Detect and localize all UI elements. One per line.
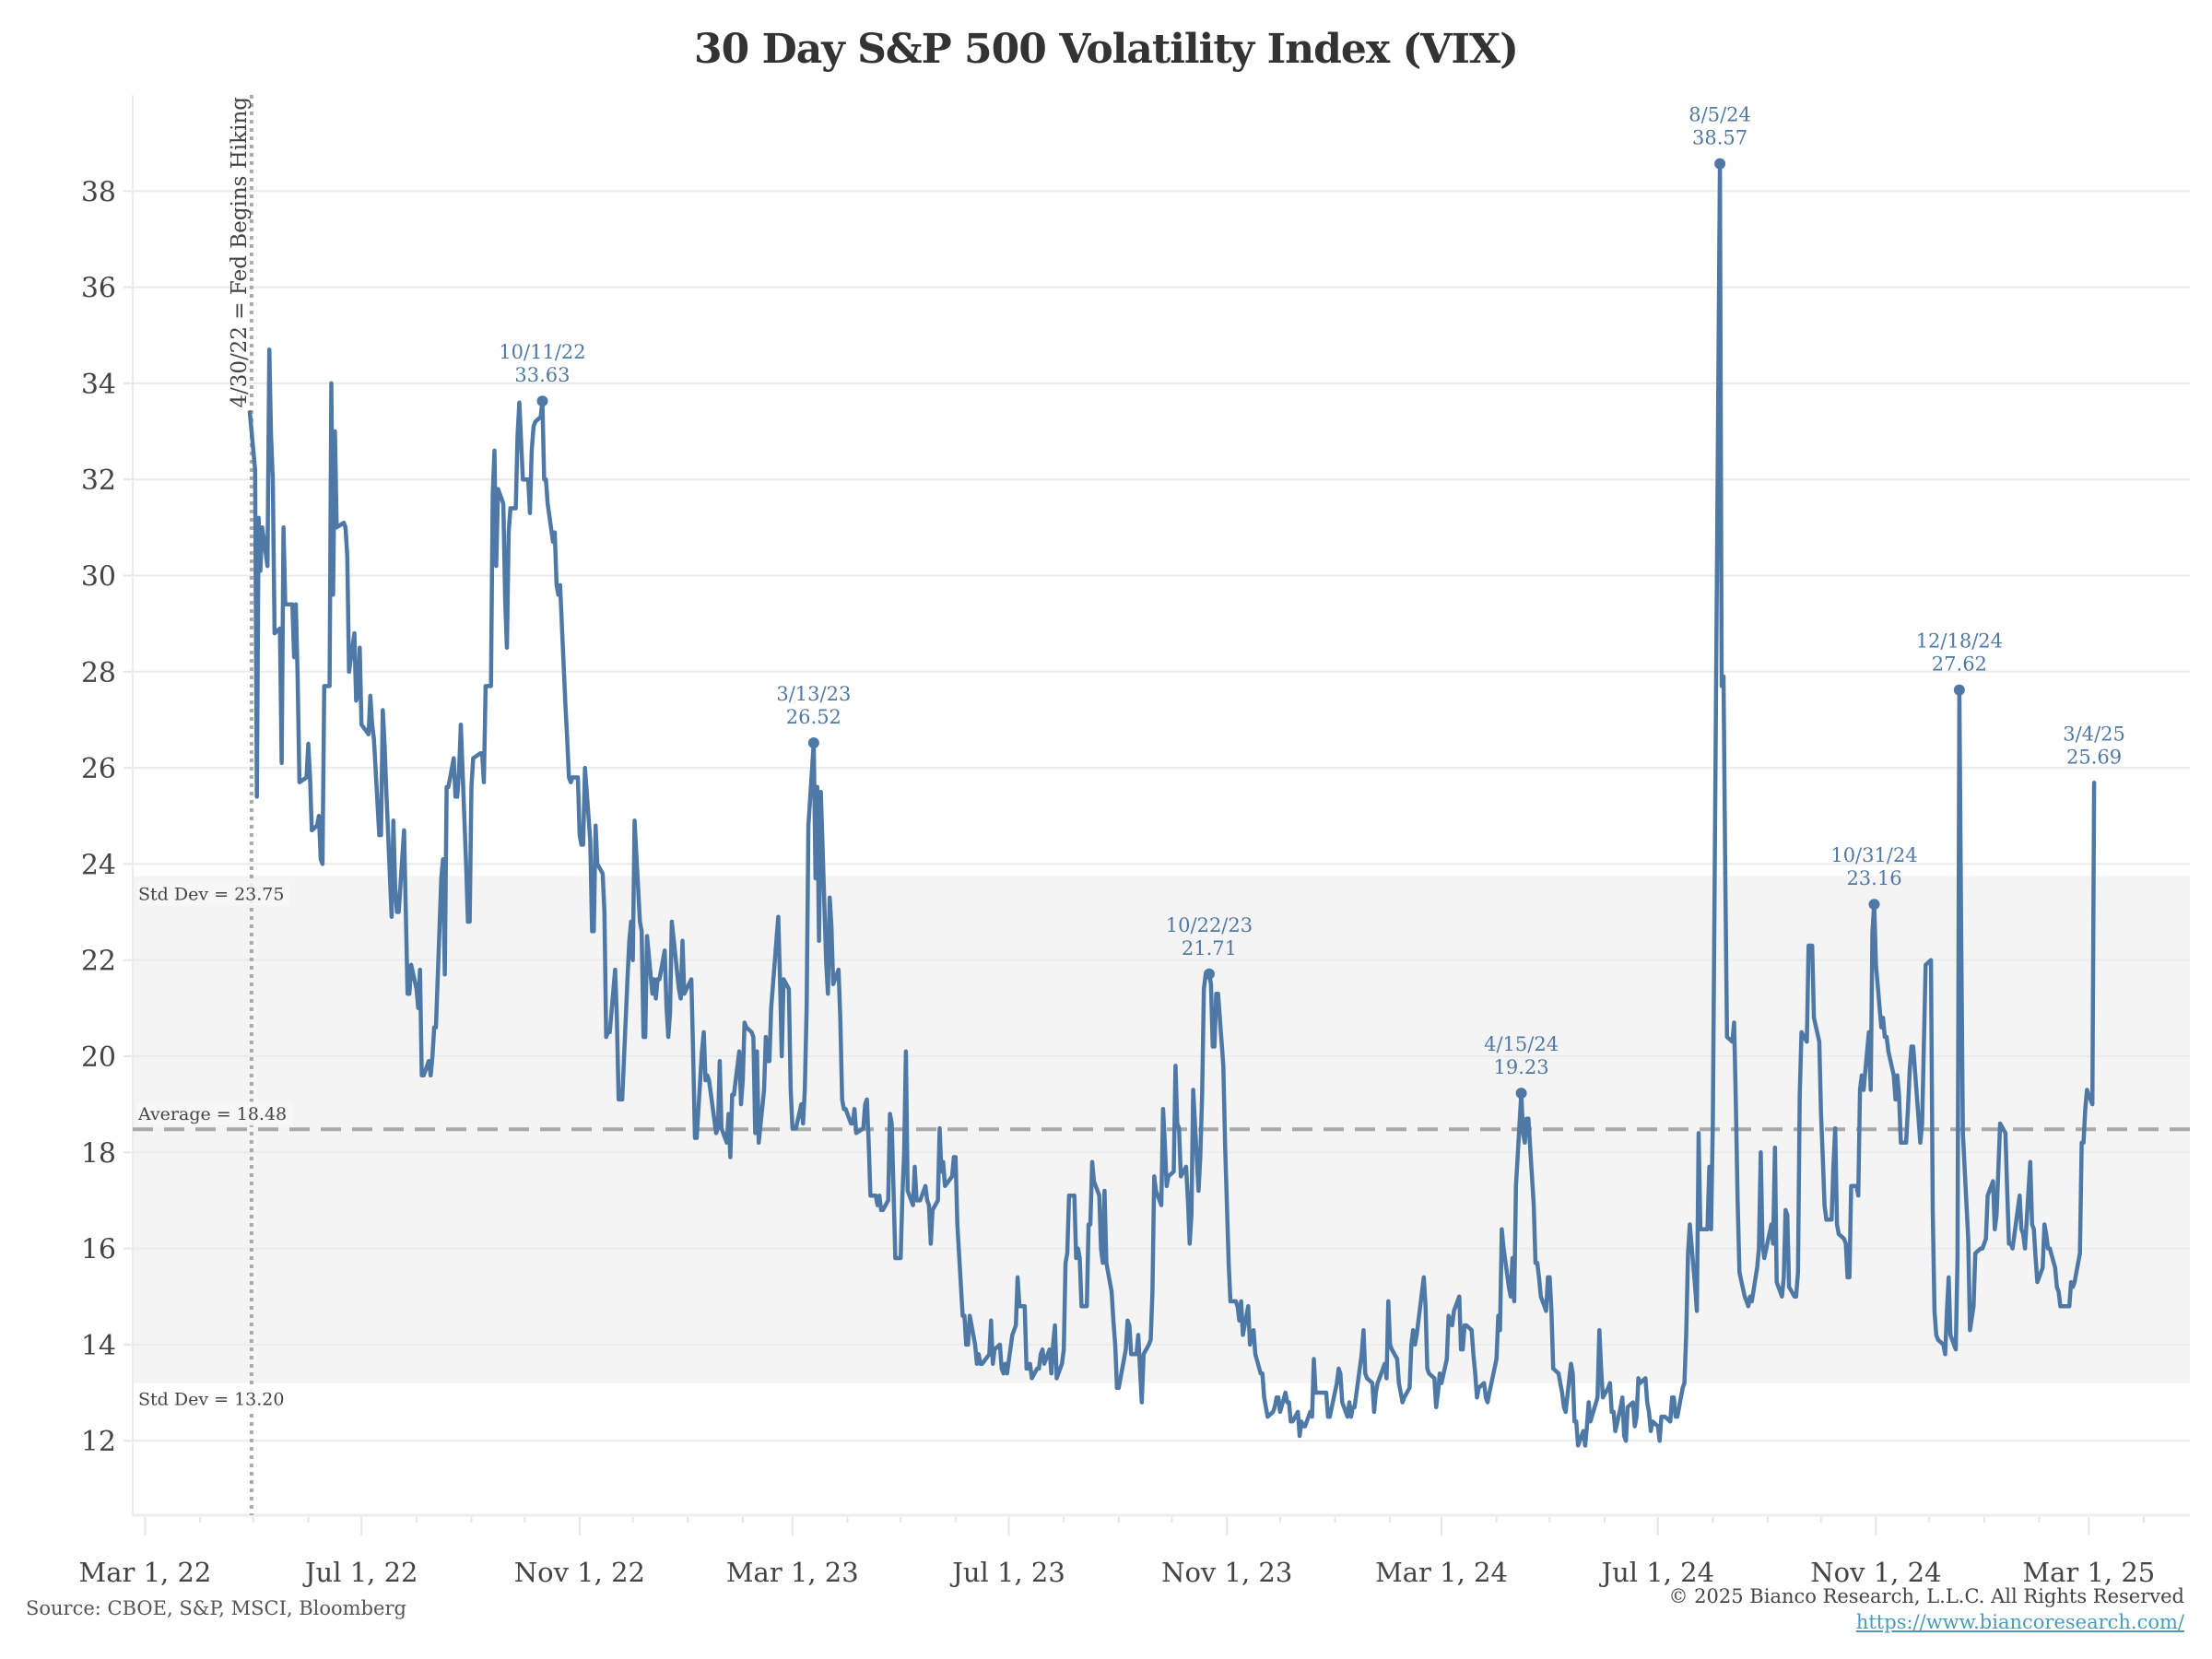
y-tick-label: 20: [81, 1041, 116, 1074]
annotation-marker: [536, 395, 548, 407]
annotation-marker: [807, 736, 819, 748]
annotation-value-label: 23.16: [1846, 867, 1901, 889]
y-tick-label: 32: [81, 465, 116, 497]
y-tick-label: 22: [81, 946, 116, 978]
annotation-value-label: 27.62: [1932, 653, 1987, 676]
annotation-marker: [1203, 968, 1215, 980]
axes: 12 14 16 18 20 22 24 26 28 30 32 34 36 38 Mar 1, 22 Jul…: [79, 95, 2190, 1588]
x-tick-label: Mar 1, 22: [79, 1557, 212, 1588]
series-line-vix: [247, 161, 2097, 1448]
x-tick-label: Nov 1, 24: [1810, 1557, 1941, 1588]
y-tick-label: 30: [81, 560, 116, 593]
annotation-value-label: 25.69: [2066, 746, 2122, 768]
y-tick-label: 36: [81, 273, 116, 305]
annotation-value-label: 26.52: [786, 706, 841, 728]
y-tick-label: 28: [81, 657, 116, 689]
y-tick-label: 38: [81, 176, 116, 208]
y-tick-label: 34: [81, 369, 116, 401]
reference-label-average: Average = 18.48: [137, 1104, 287, 1124]
annotation-date-label: 3/13/23: [776, 683, 851, 705]
chart-title: 30 Day S&P 500 Volatility Index (VIX): [694, 26, 1519, 73]
annotation-date-label: 10/31/24: [1830, 844, 1917, 866]
annotation-date-label: 4/15/24: [1484, 1033, 1559, 1055]
y-tick-label: 14: [81, 1330, 116, 1362]
annotation-marker: [1868, 899, 1880, 911]
x-tick-label: Nov 1, 22: [514, 1557, 645, 1588]
reference-label-band-lower: Std Dev = 13.20: [138, 1390, 284, 1410]
annotation-value-label: 19.23: [1494, 1056, 1549, 1078]
x-tick-label: Nov 1, 23: [1161, 1557, 1292, 1588]
gridlines: [133, 190, 2190, 1442]
reference-label-bg: [136, 1386, 290, 1411]
x-tick-label: Jul 1, 24: [1598, 1557, 1714, 1588]
y-tick-label: 18: [81, 1137, 116, 1170]
annotation-date-label: 3/4/25: [2063, 723, 2125, 745]
annotation-value-label: 21.71: [1182, 937, 1237, 959]
series-layer: [247, 161, 2097, 1448]
copyright-note: © 2025 Bianco Research, L.L.C. All Right…: [1668, 1585, 2185, 1607]
annotation-value-label: 33.63: [514, 364, 570, 386]
fed-hiking-marker-label: 4/30/22 = Fed Begins Hiking: [228, 97, 252, 408]
y-tick-label: 12: [81, 1426, 116, 1458]
annotation-value-label: 38.57: [1692, 127, 1747, 149]
source-note: Source: CBOE, S&P, MSCI, Bloomberg: [26, 1597, 406, 1619]
y-tick-label: 26: [81, 753, 116, 785]
reference-lines: 4/30/22 = Fed Begins Hiking Average = 18.…: [133, 95, 2190, 1515]
x-tick-label: Mar 1, 23: [726, 1557, 859, 1588]
x-tick-label: Mar 1, 25: [2022, 1557, 2155, 1588]
x-tick-label: Jul 1, 23: [949, 1557, 1065, 1588]
annotation-marker: [1714, 158, 1726, 170]
annotation-marker: [1515, 1088, 1527, 1100]
annotation-date-label: 12/18/24: [1916, 630, 2003, 653]
reference-label-band-upper: Std Dev = 23.75: [138, 884, 284, 904]
annotation-date-label: 10/22/23: [1166, 914, 1253, 936]
reference-label-bg: [136, 1101, 294, 1126]
annotation-date-label: 10/11/22: [499, 341, 585, 363]
annotation-date-label: 8/5/24: [1688, 104, 1751, 126]
annotation-marker: [1953, 684, 1965, 696]
x-tick-label: Mar 1, 24: [1375, 1557, 1508, 1588]
x-tick-label: Jul 1, 22: [302, 1557, 418, 1588]
y-tick-label: 16: [81, 1234, 116, 1266]
y-tick-label: 24: [81, 849, 116, 881]
website-link[interactable]: https://www.biancoresearch.com/: [1855, 1611, 2184, 1633]
reference-label-bg: [136, 881, 290, 906]
